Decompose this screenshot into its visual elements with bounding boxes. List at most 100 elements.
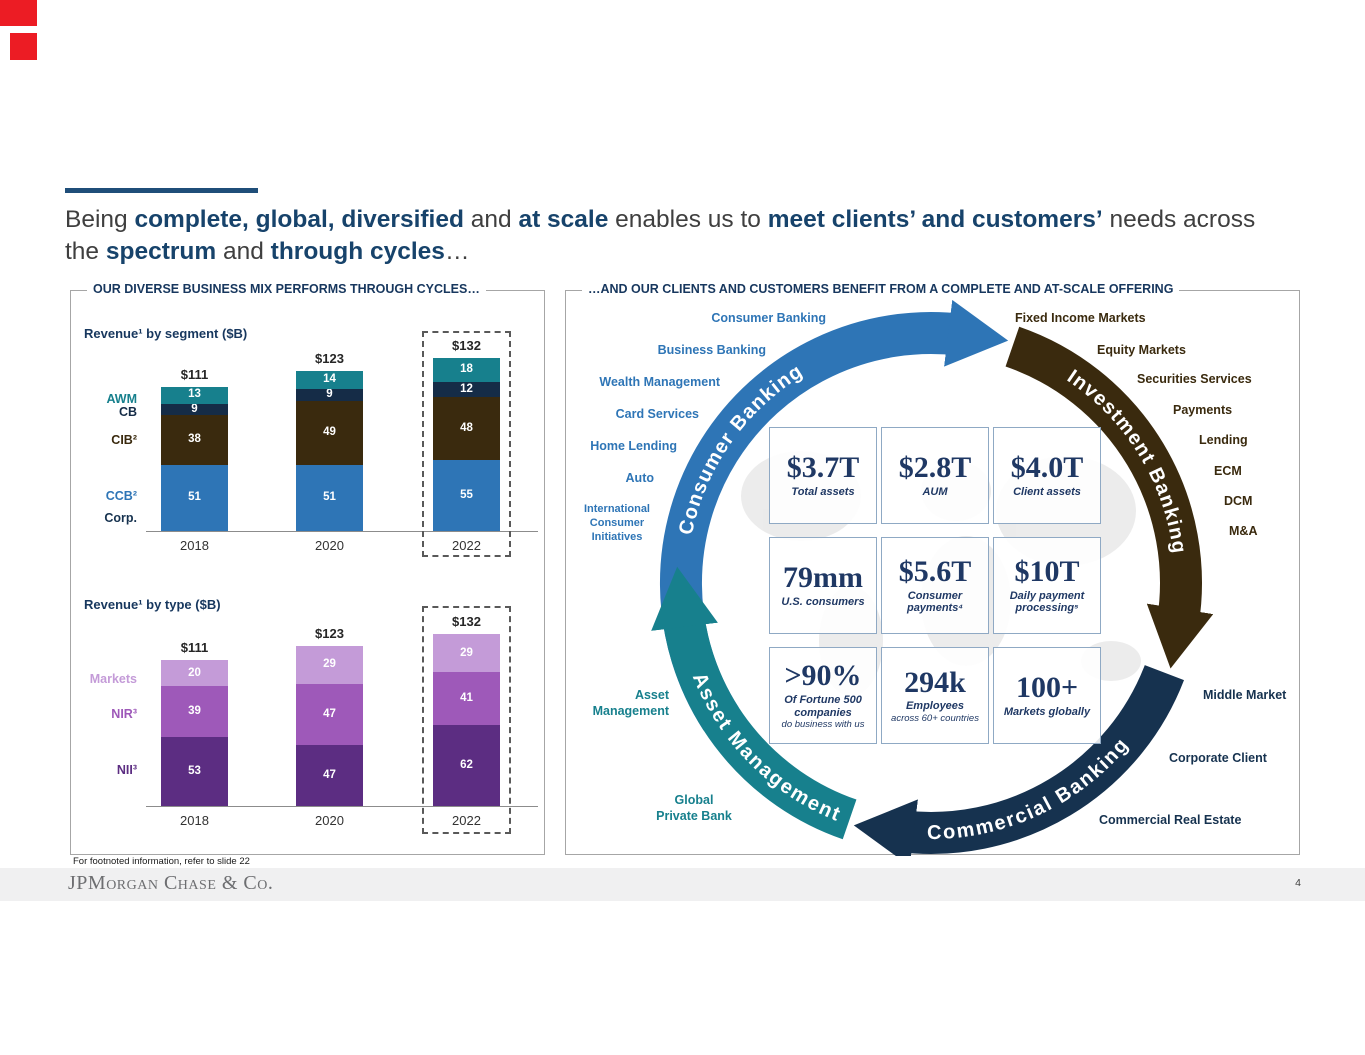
bar-value-label: 39 [188, 705, 201, 718]
x-axis-label: 2020 [315, 813, 344, 828]
bar-value-label: 29 [460, 646, 473, 659]
bar-segment-Markets: 29 [433, 634, 500, 673]
bar-total-label: $123 [315, 351, 344, 367]
stat-daily-payment-processing: $10T Daily payment processing⁵ [993, 537, 1101, 634]
stat-fortune-500: >90% Of Fortune 500 companies do busines… [769, 647, 877, 744]
bar-value-label: 41 [460, 692, 473, 704]
stat-markets-globally: 100+ Markets globally [993, 647, 1101, 744]
stat-subcaption: across 60+ countries [891, 712, 979, 724]
revenue-by-type-chart: 53 39 20 $111 2018 47 47 29 $123 2020 62 41 29 $132 20… [91, 614, 551, 828]
stat-consumer-payments: $5.6T Consumer payments⁴ [881, 537, 989, 634]
title-segment: and [463, 206, 519, 233]
stat-value: 79mm [783, 561, 863, 595]
service-global-private-bank: Global Private Bank [656, 793, 732, 823]
commercial-banking-arrow [853, 664, 1184, 856]
title-segment: through cycles [270, 237, 445, 265]
slide-title: Being complete, global, diversified and … [65, 204, 1280, 268]
series-label-ccb: CCB² [105, 489, 137, 503]
bar-total-label: $111 [180, 640, 209, 656]
chart-title-revenue-by-type: Revenue¹ by type ($B) [84, 597, 221, 612]
investment-banking-arrow [1005, 326, 1214, 669]
stat-caption: AUM [922, 485, 948, 498]
bar-segment-Markets: 20 [161, 660, 228, 687]
offering-panel: …AND OUR CLIENTS AND CUSTOMERS BENEFIT F… [565, 282, 1300, 856]
stat-value: 294k [904, 665, 966, 699]
x-axis-label: 2020 [315, 538, 344, 553]
service-auto: Auto [625, 471, 654, 485]
jpmorgan-logo: JPMorgan Chase & Co. [68, 872, 274, 894]
x-axis-label: 2018 [180, 538, 209, 553]
service-corporate-client: Corporate Client [1169, 751, 1267, 765]
series-label-corp: Corp. [104, 511, 137, 525]
service-dcm: DCM [1224, 494, 1253, 508]
red-annotation-mark [10, 33, 37, 60]
right-panel-title: …AND OUR CLIENTS AND CUSTOMERS BENEFIT F… [582, 282, 1180, 296]
service-ma: M&A [1229, 524, 1258, 538]
bar-segment-AWM: 14 [296, 371, 363, 390]
bar-segment-AWM: 13 [161, 386, 228, 404]
bar-segment-CCB²: 55 [433, 459, 500, 531]
service-securities-services: Securities Services [1137, 372, 1252, 386]
stat-caption: Daily payment processing⁵ [1009, 589, 1085, 615]
bar-total-label: $123 [315, 626, 344, 642]
bar-value-label: 18 [460, 363, 473, 376]
stat-value: $4.0T [1010, 451, 1084, 485]
bar-segment-CIB²: 48 [433, 397, 500, 460]
bar-value-label: 51 [188, 491, 201, 504]
bar-segment-NIR³: 47 [296, 683, 363, 745]
series-label-markets: Markets [89, 672, 137, 686]
bar-segment-CB: 9 [296, 389, 363, 401]
bar-value-label: 49 [323, 426, 336, 439]
stat-value: $3.7T [786, 451, 860, 485]
title-rule [65, 188, 258, 193]
stat-employees: 294k Employees across 60+ countries [881, 647, 989, 744]
stat-caption: Consumer payments⁴ [906, 589, 964, 615]
service-commercial-real-estate: Commercial Real Estate [1099, 813, 1242, 827]
chart-title-revenue-by-segment: Revenue¹ by segment ($B) [84, 326, 248, 341]
service-lending: Lending [1199, 433, 1248, 447]
service-ecm: ECM [1214, 464, 1242, 478]
stat-total-assets: $3.7T Total assets [769, 427, 877, 524]
bar-value-label: 38 [188, 433, 201, 446]
stat-value: >90% [784, 659, 862, 693]
service-asset-management: Asset Management [592, 688, 669, 718]
footnote: For footnoted information, refer to slid… [73, 856, 250, 867]
title-segment: needs across the [65, 206, 1256, 265]
bar-segment-CIB²: 38 [161, 415, 228, 465]
bar-total-label: $111 [180, 366, 209, 382]
bar-value-label: 53 [188, 764, 201, 777]
stat-subcaption: do business with us [781, 719, 865, 731]
bar-value-label: 29 [323, 658, 336, 671]
series-label-awm: AWM [106, 392, 137, 406]
stat-caption: Total assets [791, 485, 855, 498]
bar-segment-NII³: 47 [296, 744, 363, 806]
stat-caption: Of Fortune 500 companies [784, 693, 862, 719]
left-panel-title: OUR DIVERSE BUSINESS MIX PERFORMS THROUG… [87, 282, 486, 296]
stat-caption: Employees [905, 700, 965, 713]
x-axis-label: 2022 [452, 813, 481, 828]
bar-value-label: 12 [460, 382, 473, 395]
service-business-banking: Business Banking [657, 343, 766, 357]
x-axis [146, 806, 538, 807]
stat-us-consumers: 79mm U.S. consumers [769, 537, 877, 634]
stat-value: $5.6T [898, 555, 972, 589]
highlight-2022-type [422, 606, 511, 834]
bar-value-label: 47 [323, 768, 336, 781]
bar-segment-NII³: 53 [161, 737, 228, 806]
service-wealth-management: Wealth Management [599, 375, 720, 389]
highlight-2022-segment [422, 331, 511, 557]
bar-value-label: 20 [188, 666, 201, 679]
bar-segment-CCB²: 51 [161, 464, 228, 531]
x-axis-label: 2018 [180, 813, 209, 828]
bar-segment-NII³: 62 [433, 725, 500, 806]
bar-segment-CB: 9 [161, 402, 228, 416]
bar-segment-AWM: 18 [433, 358, 500, 382]
bar-value-label: 9 [191, 402, 198, 415]
bar-segment-NIR³: 41 [433, 672, 500, 726]
bar-segment-CIB²: 49 [296, 401, 363, 465]
service-home-lending: Home Lending [590, 439, 677, 453]
page-number: 4 [1295, 877, 1301, 889]
service-international-consumer-initiatives: International Consumer Initiatives [583, 503, 650, 543]
asset-management-arrow [651, 566, 857, 840]
